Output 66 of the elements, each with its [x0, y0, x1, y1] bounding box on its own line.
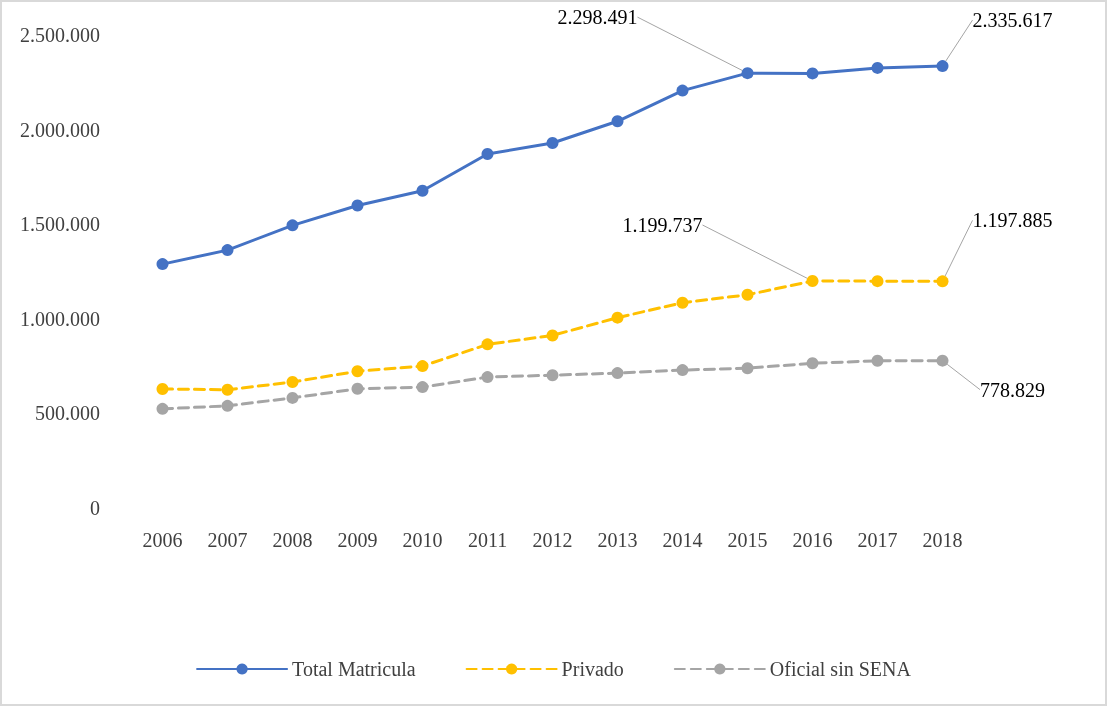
point	[806, 67, 819, 80]
data-label: 1.197.885	[972, 209, 1053, 232]
legend-label: Oficial sin SENA	[769, 658, 912, 680]
point	[481, 371, 494, 384]
y-tick-label: 2.000.000	[20, 118, 100, 141]
data-label: 778.829	[980, 378, 1045, 401]
point	[676, 296, 689, 309]
point	[156, 383, 169, 395]
x-tick-label: 2017	[857, 529, 898, 551]
y-tick-label: 500.000	[35, 402, 100, 425]
point	[871, 275, 884, 288]
y-tick-label: 1.500.000	[20, 213, 100, 236]
point	[741, 288, 754, 301]
point	[936, 60, 949, 73]
point	[221, 399, 234, 412]
point	[611, 311, 624, 324]
point	[221, 383, 234, 396]
point	[351, 199, 364, 212]
point	[611, 115, 624, 128]
x-tick-label: 2009	[337, 529, 378, 551]
point	[741, 362, 754, 375]
point	[546, 369, 559, 382]
point	[676, 364, 689, 377]
x-tick-label: 2012	[532, 529, 573, 551]
x-tick-label: 2006	[142, 529, 183, 551]
point	[351, 365, 364, 378]
x-tick-label: 2010	[402, 529, 443, 551]
point	[286, 219, 299, 232]
point	[936, 354, 949, 367]
point	[156, 402, 169, 415]
x-tick-label: 2008	[272, 529, 313, 551]
x-tick-label: 2007	[207, 529, 248, 551]
y-tick-label: 0	[90, 497, 100, 519]
x-tick-label: 2011	[467, 529, 508, 551]
x-tick-label: 2018	[922, 529, 963, 551]
legend-label: Total Matricula	[292, 658, 416, 680]
point	[286, 391, 299, 404]
point	[741, 67, 754, 80]
point	[416, 381, 429, 394]
legend-label: Privado	[561, 658, 624, 680]
x-tick-label: 2015	[727, 529, 768, 551]
point	[676, 84, 689, 97]
point	[351, 382, 364, 395]
data-label: 2.298.491	[557, 6, 638, 29]
point	[611, 367, 624, 380]
point	[156, 258, 169, 271]
point	[546, 137, 559, 150]
point	[546, 329, 559, 342]
data-label: 1.199.737	[622, 214, 703, 237]
point	[871, 354, 884, 367]
point	[806, 357, 819, 370]
point	[221, 244, 234, 257]
point	[286, 376, 299, 388]
point	[871, 61, 884, 74]
x-tick-label: 2016	[792, 529, 833, 551]
point	[936, 275, 949, 288]
y-tick-label: 1.000.000	[20, 307, 100, 330]
point	[481, 338, 494, 351]
point	[416, 184, 429, 197]
point	[416, 360, 429, 373]
data-label: 2.335.617	[972, 9, 1053, 32]
y-tick-label: 2.500.000	[20, 24, 100, 46]
x-tick-label: 2013	[597, 529, 638, 551]
point	[806, 275, 819, 288]
x-tick-label: 2014	[662, 529, 703, 551]
point	[481, 148, 494, 160]
